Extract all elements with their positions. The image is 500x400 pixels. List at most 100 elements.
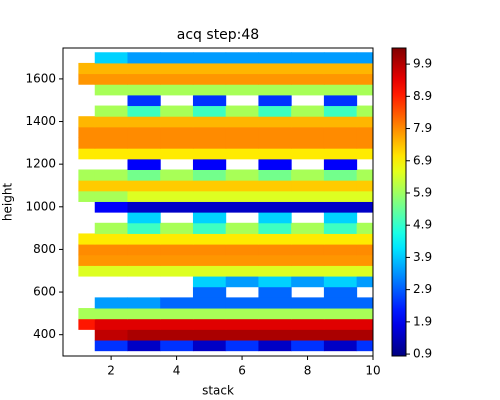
contour-cell [192,52,227,64]
contour-cell [291,84,325,96]
contour-cell [323,244,358,256]
contour-cell [192,105,227,117]
contour-cell [78,126,96,139]
contour-cell [258,233,292,245]
y-tick-label: 600 [33,285,56,299]
contour-cell [225,329,259,341]
contour-cell [356,105,374,117]
contour-cell [192,137,227,149]
contour-cell [291,137,325,149]
contour-cell [258,286,292,298]
contour-cell [323,137,358,149]
contour-cell [258,148,292,160]
contour-cell [258,116,292,128]
contour-cell [225,73,259,85]
contour-cell [291,180,325,192]
contour-cell [258,84,292,96]
contour-cell [225,116,259,128]
contour-cell [192,84,227,96]
contour-cell [258,244,292,256]
colorbar-tick-label: 9.9 [413,57,432,71]
contour-cell [94,254,128,266]
contour-cell [258,180,292,192]
contour-cell [291,297,325,309]
contour-cell [323,286,358,298]
contour-cell [323,308,358,320]
contour-cell [127,233,161,245]
contour-cell [258,265,292,277]
colorbar [391,47,407,357]
contour-cell [160,137,194,149]
contour-cell [356,190,374,202]
contour-cell [323,84,358,96]
contour-cell [225,201,259,213]
contour-cell [94,308,128,320]
contour-cell [160,265,194,277]
contour-cell [127,158,161,170]
y-axis-label: height [1,183,15,222]
contour-cell [356,126,374,139]
contour-cell [160,105,194,117]
contour-cell [323,276,358,288]
contour-cell [160,148,194,160]
contour-cell [258,73,292,85]
contour-cell [258,308,292,320]
contour-cell [127,201,161,213]
contour-cell [94,244,128,256]
contour-cell [291,276,325,288]
colorbar-tick-label: 4.9 [413,218,432,232]
contour-cell [356,308,374,320]
chart-title: acq step:48 [177,27,259,43]
contour-cell [160,126,194,139]
contour-cell [94,318,128,330]
contour-cell [356,116,374,128]
contour-cell [94,201,128,213]
contour-cell [225,180,259,192]
contour-cell [225,340,259,352]
contour-cell [356,340,374,352]
contour-cell [356,169,374,181]
contour-cell [94,126,128,139]
contour-cell [291,308,325,320]
contour-cell [127,180,161,192]
contour-cell [225,137,259,149]
contour-cell [160,233,194,245]
y-tick-label: 1000 [25,199,56,213]
contour-cell [160,297,194,309]
plot-frame [62,47,374,357]
contour-cell [192,148,227,160]
contour-cell [323,233,358,245]
contour-cell [192,73,227,85]
contour-cell [323,94,358,107]
contour-cell [225,190,259,202]
contour-cell [94,116,128,128]
contour-cell [323,297,358,309]
contour-cell [323,265,358,277]
contour-cell [323,340,358,352]
contour-cell [160,169,194,181]
contour-cell [94,84,128,96]
contour-cell [323,105,358,117]
contour-cell [291,190,325,202]
colorbar-tick-label: 3.9 [413,250,432,264]
contour-cell [291,105,325,117]
contour-cell [94,169,128,181]
contour-cell [192,233,227,245]
contour-cell [127,212,161,224]
contour-cell [356,233,374,245]
contour-cell [291,62,325,75]
contour-cell [160,52,194,64]
colorbar-tick-label: 2.9 [413,282,432,296]
contour-cell [127,297,161,309]
contour-cell [127,137,161,149]
contour-cell [160,340,194,352]
contour-cell [192,212,227,224]
contour-cell [94,148,128,160]
contour-cell [127,148,161,160]
contour-cell [291,244,325,256]
contour-cell [356,148,374,160]
contour-cell [258,254,292,266]
contour-cell [291,148,325,160]
contour-cell [192,222,227,234]
contour-cell [291,318,325,330]
